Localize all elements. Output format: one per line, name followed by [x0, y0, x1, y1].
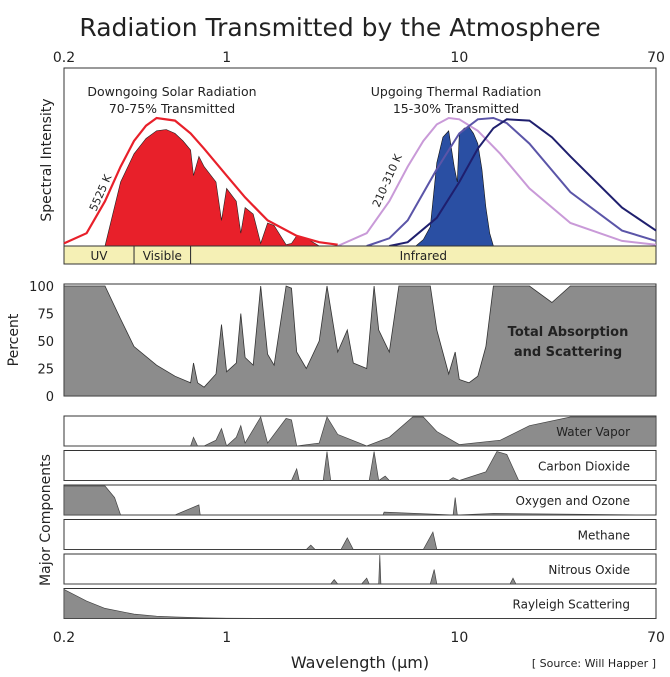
- percent-tick-label: 25: [37, 363, 54, 378]
- top-tick-label: 0.2: [53, 50, 75, 66]
- solar-title: Downgoing Solar Radiation: [87, 84, 256, 99]
- bottom-tick-label: 70: [647, 630, 665, 646]
- component-strip: Oxygen and Ozone: [63, 484, 657, 516]
- component-absorption-area: [64, 554, 656, 585]
- spectral-ylabel: Spectral Intensity: [39, 98, 55, 221]
- component-frame: [63, 450, 657, 481]
- component-strip: Carbon Dioxide: [63, 450, 657, 482]
- thermal-curve-260k: [366, 116, 657, 247]
- component-frame: [63, 484, 657, 516]
- percent-tick-label: 50: [37, 335, 54, 350]
- component-label: Nitrous Oxide: [548, 563, 630, 577]
- thermal-curve-210k: [389, 118, 657, 247]
- component-label: Oxygen and Ozone: [515, 494, 630, 508]
- solar-transmitted-area: [104, 129, 321, 247]
- component-absorption-area: [63, 485, 657, 516]
- top-tick-label: 70: [647, 50, 665, 66]
- component-strip: Rayleigh Scattering: [63, 588, 657, 619]
- percent-tick-label: 75: [37, 308, 54, 323]
- percent-tick-label: 100: [29, 280, 54, 295]
- thermal-subtitle: 15-30% Transmitted: [393, 101, 519, 116]
- component-label: Rayleigh Scattering: [513, 598, 630, 612]
- solar-subtitle: 70-75% Transmitted: [109, 101, 235, 116]
- bottom-tick-label: 10: [450, 630, 468, 646]
- component-frame: [63, 519, 657, 550]
- bottom-tick-label: 1: [222, 630, 231, 646]
- total-absorption-panel: 0 25 50 75 100 Percent Total Absorption and …: [6, 280, 657, 405]
- figure-title: Radiation Transmitted by the Atmosphere: [79, 13, 600, 42]
- absorption-label-1: Total Absorption: [508, 325, 629, 340]
- percent-tick-label: 0: [46, 390, 54, 405]
- top-x-axis: 0.2 1 10 70: [53, 50, 665, 66]
- band-label: UV: [91, 249, 109, 263]
- component-label: Methane: [578, 529, 630, 543]
- components-ylabel: Major Components: [38, 454, 54, 586]
- bottom-tick-label: 0.2: [53, 630, 75, 646]
- absorption-label-2: and Scattering: [514, 345, 622, 360]
- x-axis-label: Wavelength (µm): [291, 653, 429, 672]
- thermal-title: Upgoing Thermal Radiation: [371, 84, 542, 99]
- component-absorption-area: [64, 531, 656, 550]
- thermal-curve-310k: [337, 116, 657, 247]
- component-frame: [63, 553, 657, 585]
- component-strip: Methane: [63, 519, 657, 550]
- component-absorption-area: [64, 416, 657, 447]
- spectral-intensity-panel: UV Visible Infrared Downgoing Solar Radiat…: [39, 67, 657, 265]
- solar-blackbody-curve: [63, 116, 338, 246]
- top-tick-label: 10: [450, 50, 468, 66]
- total-absorption-area: [63, 285, 657, 397]
- component-absorption-area: [64, 451, 656, 482]
- component-label: Water Vapor: [556, 425, 630, 439]
- component-label: Carbon Dioxide: [538, 460, 630, 474]
- component-strip: Nitrous Oxide: [63, 553, 657, 585]
- absorption-ylabel: Percent: [6, 313, 22, 366]
- source-credit: [ Source: Will Happer ]: [532, 657, 656, 670]
- top-tick-label: 1: [222, 50, 231, 66]
- major-components-panel: Water Vapor Carbon Dioxide Oxygen and Ozon…: [63, 415, 657, 619]
- band-label: Infrared: [400, 249, 447, 263]
- band-label: Visible: [143, 249, 182, 263]
- band-infrared: [190, 245, 657, 265]
- bottom-x-axis: 0.2 1 10 70: [53, 630, 665, 646]
- component-strip: Water Vapor: [63, 415, 657, 447]
- component-absorption-area: [63, 588, 656, 619]
